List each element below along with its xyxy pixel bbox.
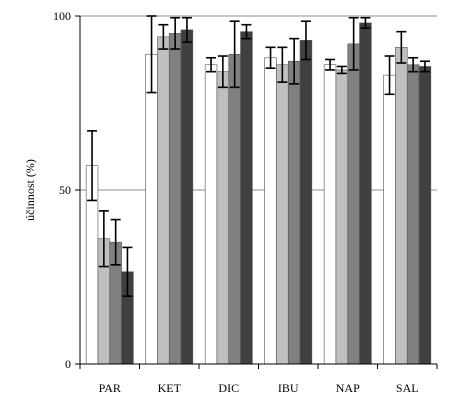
bar-ibu-2: [276, 64, 289, 365]
y-tick-label: 0: [65, 357, 71, 371]
y-ticks: 0 50 100: [53, 9, 80, 371]
x-categories: PAR KET DIC IBU NAP SAL: [79, 364, 438, 395]
x-category-label: IBU: [278, 381, 299, 395]
bar-dic-1: [204, 64, 218, 365]
x-category-label: PAR: [99, 381, 121, 395]
bar-ibu-1: [264, 57, 277, 365]
bar-ket-2: [157, 36, 170, 365]
bar-ket-3: [168, 33, 182, 365]
bar-nap-4: [359, 22, 372, 365]
y-axis-title: účinnost (%): [23, 159, 37, 221]
bar-dic-2: [216, 71, 230, 365]
x-category-label: NAP: [336, 381, 360, 395]
bar-dic-3: [228, 53, 241, 365]
bar-ket-1: [145, 53, 158, 365]
gridlines: [80, 15, 437, 191]
y-tick-label: 50: [59, 183, 71, 197]
bar-sal-1: [383, 74, 396, 365]
x-category-label: SAL: [396, 381, 419, 395]
bar-nap-1: [323, 64, 337, 365]
y-tick-label: 100: [53, 9, 71, 23]
bar-ibu-4: [299, 40, 313, 365]
bar-sal-2: [395, 47, 408, 365]
bar-ket-4: [180, 29, 194, 365]
error-bars: [87, 15, 430, 297]
bars: [85, 22, 432, 365]
bar-nap-2: [335, 69, 349, 365]
bar-nap-3: [347, 43, 360, 365]
x-category-label: DIC: [218, 381, 239, 395]
bar-sal-3: [406, 64, 420, 365]
x-category-label: KET: [158, 381, 182, 395]
bar-ibu-3: [287, 60, 301, 365]
bar-dic-4: [240, 31, 253, 365]
bar-sal-4: [418, 66, 432, 365]
